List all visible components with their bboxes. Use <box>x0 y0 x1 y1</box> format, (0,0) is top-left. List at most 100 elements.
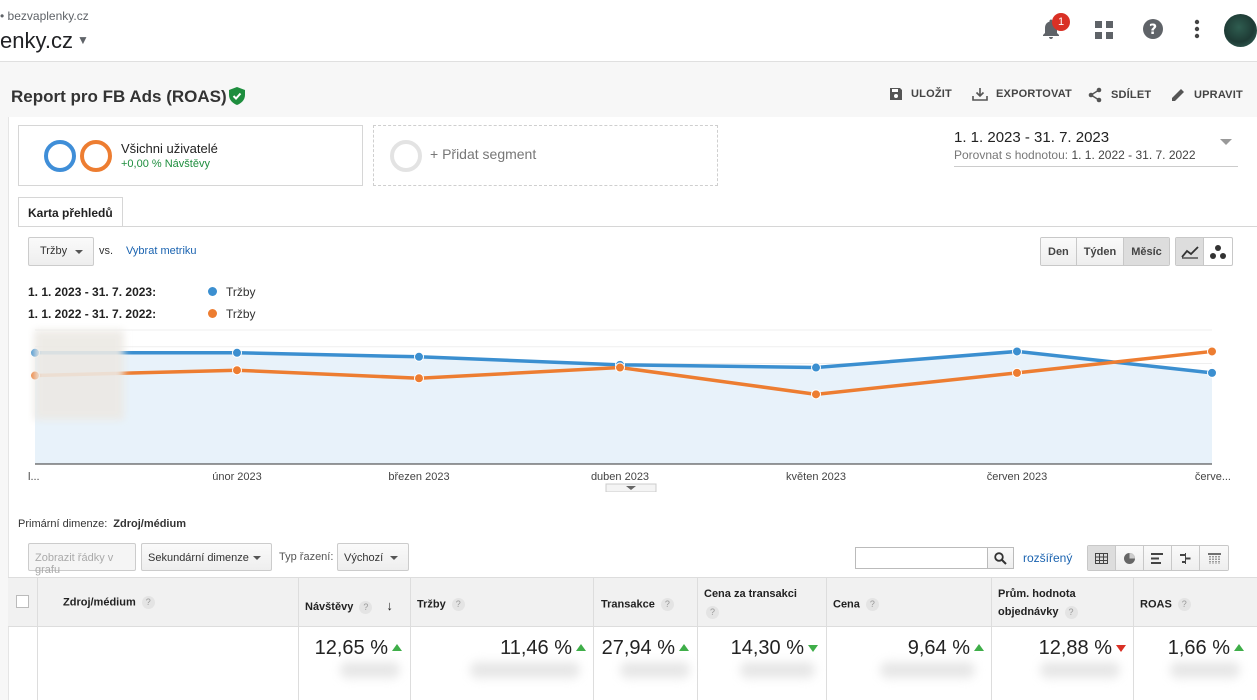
column-header-transactions[interactable]: Transakce? <box>601 598 674 611</box>
verified-shield-icon <box>229 87 245 110</box>
caret-down-icon: ▼ <box>76 33 89 47</box>
table-view-toggle <box>1087 545 1229 571</box>
total-value: 12,88 % <box>1038 637 1112 659</box>
view-comparison-button[interactable] <box>1172 546 1200 570</box>
arrow-up-icon <box>974 644 984 651</box>
column-divider <box>593 577 594 700</box>
export-label: EXPORTOVAT <box>996 88 1072 100</box>
motion-chart-button[interactable] <box>1204 238 1232 265</box>
compare-range-value: 1. 1. 2022 - 31. 7. 2022 <box>1071 148 1196 162</box>
advanced-filter-link[interactable]: rozšířený <box>1023 551 1073 565</box>
help-icon: ? <box>141 596 155 609</box>
granularity-week[interactable]: Týden <box>1076 238 1125 265</box>
help-icon: ? <box>865 598 879 611</box>
data-point <box>615 362 625 373</box>
view-data-button[interactable] <box>1088 546 1116 570</box>
share-button[interactable]: SDÍLET <box>1087 87 1151 103</box>
granularity-day[interactable]: Den <box>1041 238 1077 265</box>
data-point <box>811 362 821 373</box>
caret-down-icon <box>626 486 636 490</box>
pick-metric-link[interactable]: Vybrat metriku <box>126 245 197 257</box>
segment-name: Všichni uživatelé <box>121 141 218 156</box>
x-tick-label: únor 2023 <box>212 471 262 483</box>
arrow-up-icon <box>679 644 689 651</box>
data-point <box>1207 367 1217 378</box>
granularity-month[interactable]: Měsíc <box>1124 238 1169 265</box>
edit-button[interactable]: UPRAVIT <box>1170 87 1243 103</box>
apps-button[interactable] <box>1094 20 1114 45</box>
sort-arrow-down-icon: ↓ <box>386 598 393 613</box>
column-label: ROAS <box>1140 598 1172 611</box>
primary-dimension-value[interactable]: Zdroj/médium <box>113 518 186 530</box>
svg-text:?: ? <box>1149 22 1157 38</box>
segment-all-users[interactable]: Všichni uživatelé +0,00 % Návštěvy <box>18 125 363 186</box>
arrow-up-icon <box>1234 644 1244 651</box>
arrow-up-icon <box>392 644 402 651</box>
select-all-checkbox[interactable] <box>16 595 29 608</box>
column-header-sessions[interactable]: Návštěvy? ↓ <box>305 598 393 614</box>
view-performance-button[interactable] <box>1144 546 1172 570</box>
redacted-value <box>880 662 975 678</box>
help-icon: ? <box>359 600 373 614</box>
legend-period-previous: 1. 1. 2022 - 31. 7. 2022: <box>28 307 157 321</box>
column-header-source[interactable]: Zdroj/médium? <box>63 596 155 609</box>
property-breadcrumb[interactable]: • bezvaplenky.cz <box>0 9 89 23</box>
metric-select-value: Tržby <box>40 245 68 257</box>
secondary-dimension-select[interactable]: Sekundární dimenze <box>141 543 272 571</box>
column-label: Zdroj/médium <box>63 596 136 609</box>
column-header-cost-per-transaction[interactable]: Cena za transakci? <box>704 585 804 621</box>
pivot-view-icon <box>1207 552 1221 564</box>
add-segment-button[interactable]: + Přidat segment <box>373 125 718 186</box>
column-divider <box>1133 577 1134 700</box>
table-search-input[interactable] <box>855 547 988 569</box>
line-chart: l... únor 2023 březen 2023 duben 2023 květen… <box>28 329 1231 492</box>
total-cost-per-transaction: 14,30 % <box>697 637 818 660</box>
avatar[interactable] <box>1224 14 1257 47</box>
sort-type-value: Výchozí <box>344 552 384 564</box>
compare-range: Porovnat s hodnotou: 1. 1. 2022 - 31. 7.… <box>954 148 1238 162</box>
arrow-down-icon <box>808 645 818 652</box>
save-button[interactable]: ULOŽIT <box>889 87 952 101</box>
top-bar: • bezvaplenky.cz enky.cz ▼ 1 ? <box>0 0 1257 62</box>
table-search-button[interactable] <box>987 547 1014 569</box>
column-header-roas[interactable]: ROAS? <box>1140 598 1191 611</box>
add-segment-label: + Přidat segment <box>430 146 537 162</box>
data-point <box>232 347 242 358</box>
column-label: Cena za transakci <box>704 588 797 600</box>
sort-type-select[interactable]: Výchozí <box>337 543 409 571</box>
notifications-button[interactable]: 1 <box>1039 13 1070 46</box>
column-header-cost[interactable]: Cena? <box>833 598 879 611</box>
total-sessions: 12,65 % <box>298 637 402 660</box>
notification-badge: 1 <box>1052 13 1070 31</box>
view-pivot-button[interactable] <box>1200 546 1228 570</box>
more-menu-button[interactable] <box>1190 17 1204 46</box>
help-icon: ? <box>451 598 465 611</box>
plot-rows-button[interactable]: Zobrazit řádky v grafu <box>28 543 136 576</box>
column-header-avg-order-value[interactable]: Prům. hodnota objednávky? <box>998 585 1108 621</box>
data-point <box>1012 367 1022 378</box>
account-selector[interactable]: enky.cz ▼ <box>0 28 89 54</box>
granularity-toggle: Den Týden Měsíc <box>1040 237 1170 266</box>
redacted-value <box>740 662 815 678</box>
date-range-picker[interactable]: 1. 1. 2023 - 31. 7. 2023 Porovnat s hodn… <box>954 129 1238 167</box>
metric-select[interactable]: Tržby <box>28 237 94 266</box>
empty-segment-ring-icon <box>390 140 422 172</box>
secondary-dimension-label: Sekundární dimenze <box>148 552 249 564</box>
legend-dot-current <box>208 287 217 296</box>
date-range: 1. 1. 2023 - 31. 7. 2023 <box>954 129 1110 146</box>
total-roas: 1,66 % <box>1133 637 1244 660</box>
tab-overview[interactable]: Karta přehledů <box>18 197 123 227</box>
x-tick-label: duben 2023 <box>591 471 649 483</box>
redacted-value <box>1170 662 1240 678</box>
vs-label: vs. <box>99 245 114 257</box>
column-header-revenue[interactable]: Tržby? <box>417 598 465 611</box>
help-button[interactable]: ? <box>1141 17 1165 46</box>
line-chart-button[interactable] <box>1176 238 1205 265</box>
property-url: bezvaplenky.cz <box>7 9 89 23</box>
redacted-value <box>620 662 690 678</box>
chart-type-toggle <box>1175 237 1233 266</box>
redacted-value <box>1040 662 1120 678</box>
view-pie-button[interactable] <box>1116 546 1144 570</box>
compare-label: Porovnat s hodnotou: <box>954 148 1069 162</box>
export-button[interactable]: EXPORTOVAT <box>972 87 1072 101</box>
